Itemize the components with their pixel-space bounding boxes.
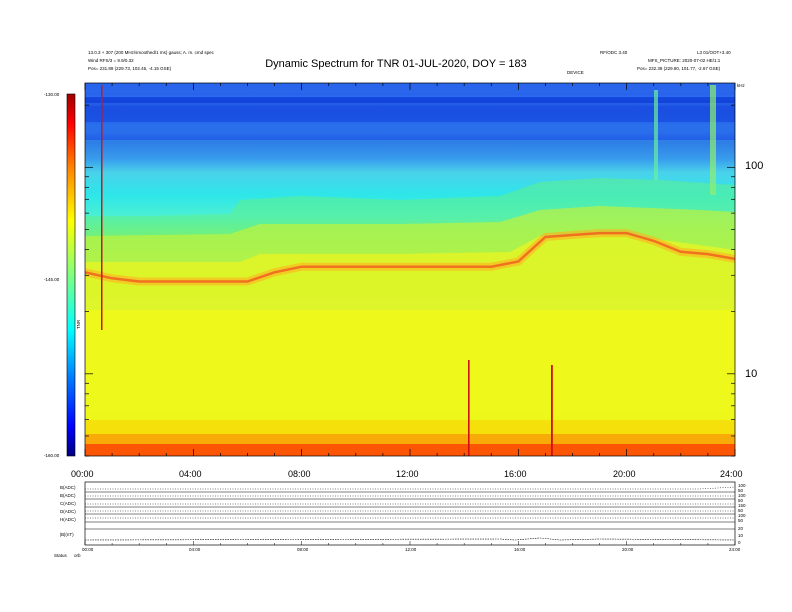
bottom-row-label: B(ADC) <box>60 485 76 490</box>
colorbar-mid-label: -145.00 <box>44 277 60 282</box>
header-right-corner: kHz <box>737 83 745 88</box>
bottom-trace-1 <box>85 486 736 490</box>
header-left-line3: Pos= 231.89 (229.73, 102.45, -4.15 GSE) <box>88 66 172 71</box>
bottom-right-tick: 100 <box>738 513 746 518</box>
y-tick-label-10: 10 <box>745 368 758 380</box>
spectrum-image <box>85 83 735 456</box>
y-tick-label-100: 100 <box>745 160 764 172</box>
bottom-right-tick: 0 <box>738 540 741 545</box>
chart-title: Dynamic Spectrum for TNR 01-JUL-2020, DO… <box>265 58 527 70</box>
x-tick-label: 16:00 <box>504 469 527 479</box>
header-center-small: DEVICE <box>567 70 584 75</box>
bottom-panel <box>84 481 736 546</box>
spike-line <box>101 85 103 330</box>
bottom-right-tick: 50 <box>738 488 744 493</box>
spike-line <box>710 85 716 195</box>
x-tick-label: 04:00 <box>179 469 202 479</box>
bottom-x-axis <box>84 541 736 545</box>
bottom-x-tick-label: 08:00 <box>297 547 309 552</box>
bottom-row-label: H(ADC) <box>60 517 76 522</box>
bottom-x-tick-label: 00:00 <box>82 547 94 552</box>
header-left-line2: Wind RFS/3 = 9.9/0.32 <box>88 58 134 63</box>
status-value: orb <box>74 553 81 558</box>
y-axis <box>85 104 735 457</box>
header-right-line2: L3 01/OOT+3.40 <box>697 50 731 55</box>
x-tick-label: 24:00 <box>720 469 743 479</box>
bottom-right-tick: 50 <box>738 508 744 513</box>
colorbar-bottom-label: -160.00 <box>44 453 60 458</box>
x-axis <box>84 83 736 456</box>
bottom-right-tick: 100 <box>738 483 746 488</box>
bottom-right-tick: 10 <box>738 533 744 538</box>
bottom-x-tick-label: 24:00 <box>729 547 741 552</box>
spike-line <box>551 365 553 456</box>
spike-line <box>468 360 470 456</box>
bottom-row-label: |B|(nT) <box>60 532 74 537</box>
header-right-line4: Pos= 232.38 (229.80, 101.77, -2.67 GSE) <box>637 66 721 71</box>
x-tick-label: 00:00 <box>71 469 94 479</box>
bottom-row-label: C(ADC) <box>60 501 76 506</box>
bottom-row-label: D(ADC) <box>60 509 76 514</box>
bottom-x-tick-label: 20:00 <box>622 547 634 552</box>
x-tick-label: 08:00 <box>288 469 311 479</box>
colorbar <box>66 93 76 457</box>
header-right-line3: MFS_PICTURE: 2020-07-02 HE/1:1 <box>648 58 721 63</box>
bottom-row-label: B(ADC) <box>60 493 76 498</box>
bottom-right-tick: 100 <box>738 493 746 498</box>
spike-line <box>654 90 658 180</box>
status-label: Status <box>54 553 67 558</box>
bottom-right-tick: 20 <box>738 526 744 531</box>
bottom-x-tick-label: 16:00 <box>514 547 526 552</box>
x-tick-label: 20:00 <box>613 469 636 479</box>
header-right-line1: RF/ODC 3.40 <box>600 50 628 55</box>
bottom-right-tick: 150 <box>738 503 746 508</box>
x-tick-label: 12:00 <box>396 469 419 479</box>
bottom-right-tick: 50 <box>738 498 744 503</box>
bottom-x-tick-label: 12:00 <box>405 547 417 552</box>
colorbar-top-label: -130.00 <box>44 92 60 97</box>
header-left-line1: 13.0.3 + 307 (200 MHz/smoothed/1 ms) gau… <box>88 50 214 55</box>
bottom-trace-bmag <box>84 537 736 541</box>
plasma-line <box>85 231 735 283</box>
bottom-x-tick-label: 04:00 <box>189 547 201 552</box>
bottom-right-tick: 50 <box>738 518 744 523</box>
colorbar-unit-label: TNR <box>76 319 82 330</box>
